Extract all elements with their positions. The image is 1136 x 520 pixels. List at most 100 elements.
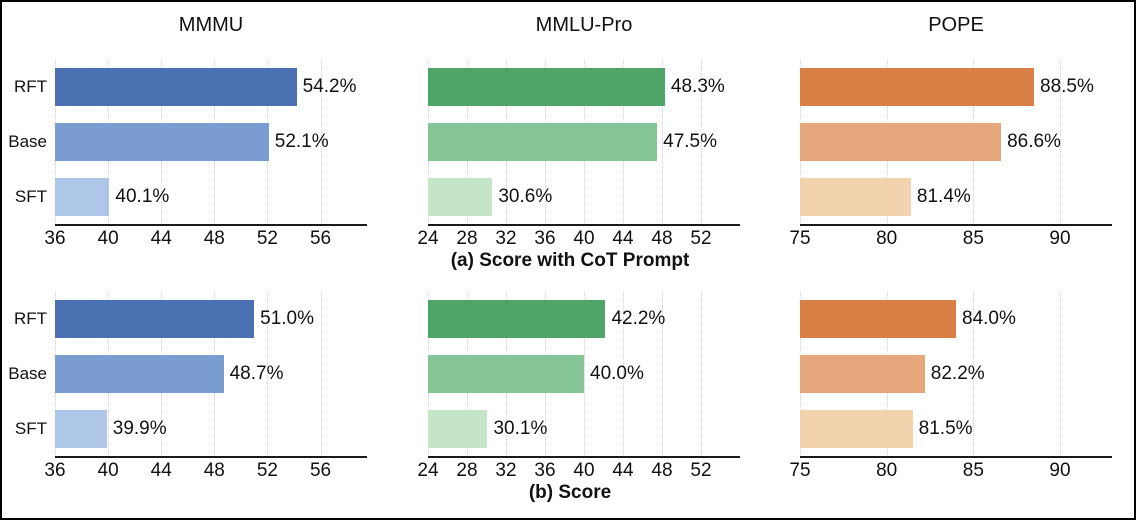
x-axis-line bbox=[55, 456, 367, 458]
x-tick-label: 40 bbox=[573, 460, 595, 481]
bar-pope-b-rft bbox=[800, 300, 956, 339]
gridline bbox=[701, 60, 702, 224]
category-label-rft: RFT bbox=[13, 309, 47, 329]
value-label-pope-a-rft: 88.5% bbox=[1040, 76, 1094, 98]
gridline bbox=[320, 60, 322, 224]
x-tick-label: 80 bbox=[876, 228, 898, 249]
x-tick-label: 36 bbox=[44, 460, 66, 481]
value-label-pope-b-rft: 84.0% bbox=[962, 308, 1016, 330]
x-tick-label: 24 bbox=[417, 460, 439, 481]
x-tick-label: 40 bbox=[97, 460, 119, 481]
bar-pope-a-base bbox=[800, 123, 1002, 161]
bar-mmlu-pro-a-sft bbox=[428, 177, 493, 216]
gridline bbox=[701, 292, 702, 456]
x-tick-label: 36 bbox=[534, 460, 556, 481]
x-tick-label: 90 bbox=[1049, 228, 1071, 249]
x-tick-label: 85 bbox=[962, 228, 984, 249]
caption-a: (a) Score with CoT Prompt bbox=[450, 250, 690, 271]
x-tick-label: 52 bbox=[690, 228, 712, 249]
gridline bbox=[623, 292, 624, 456]
x-tick-label: 75 bbox=[789, 228, 811, 249]
gridline bbox=[1060, 292, 1061, 456]
value-label-mmlu-pro-a-base: 47.5% bbox=[663, 131, 717, 152]
value-label-pope-b-sft: 81.5% bbox=[918, 417, 973, 439]
bar-mmlu-pro-b-rft bbox=[428, 300, 606, 339]
x-tick-label: 44 bbox=[150, 460, 172, 481]
x-tick-label: 24 bbox=[417, 228, 439, 249]
x-tick-label: 56 bbox=[309, 460, 332, 481]
x-tick-label: 28 bbox=[456, 460, 478, 481]
category-label-rft: RFT bbox=[13, 77, 47, 97]
x-axis-line bbox=[428, 456, 740, 458]
bar-mmmu-b-rft bbox=[55, 300, 255, 339]
x-tick-label: 48 bbox=[203, 460, 225, 481]
bar-pope-a-sft bbox=[800, 177, 911, 216]
category-label-sft: SFT bbox=[14, 418, 47, 438]
category-label-sft: SFT bbox=[14, 186, 47, 206]
x-tick-label: 52 bbox=[256, 228, 278, 249]
x-tick-label: 36 bbox=[44, 228, 66, 249]
x-tick-label: 44 bbox=[612, 460, 634, 481]
category-label-base: Base bbox=[8, 364, 47, 383]
x-tick-label: 40 bbox=[97, 228, 119, 249]
value-label-mmmu-a-rft: 54.2% bbox=[302, 76, 357, 98]
value-label-mmmu-b-base: 48.7% bbox=[229, 363, 284, 384]
chart-title-mmlu-pro: MMLU-Pro bbox=[535, 14, 633, 36]
bar-mmlu-pro-b-base bbox=[428, 355, 584, 393]
value-label-mmlu-pro-a-rft: 48.3% bbox=[670, 76, 725, 98]
x-tick-label: 44 bbox=[150, 228, 172, 249]
x-tick-label: 90 bbox=[1049, 460, 1071, 481]
bar-mmmu-b-sft bbox=[55, 409, 107, 448]
x-tick-label: 75 bbox=[789, 460, 811, 481]
value-label-pope-a-sft: 81.4% bbox=[916, 185, 971, 207]
gridline bbox=[584, 292, 585, 456]
x-tick-label: 40 bbox=[573, 228, 595, 249]
value-label-pope-a-base: 86.6% bbox=[1007, 131, 1061, 152]
x-tick-label: 48 bbox=[651, 460, 673, 481]
x-tick-label: 80 bbox=[876, 460, 898, 481]
category-label-base: Base bbox=[8, 132, 47, 151]
gridline bbox=[267, 292, 269, 456]
gridline bbox=[1060, 60, 1061, 224]
bar-mmmu-a-sft bbox=[55, 177, 110, 216]
x-axis-line bbox=[800, 224, 1112, 226]
x-tick-label: 32 bbox=[495, 228, 517, 249]
value-label-mmlu-pro-a-sft: 30.6% bbox=[498, 185, 553, 207]
value-label-mmmu-a-base: 52.1% bbox=[274, 131, 329, 152]
value-label-mmlu-pro-b-rft: 42.2% bbox=[611, 308, 666, 330]
x-tick-label: 56 bbox=[309, 228, 332, 249]
x-axis-line bbox=[55, 224, 367, 226]
bar-mmlu-pro-a-rft bbox=[428, 68, 665, 107]
chart-title-pope: POPE bbox=[928, 14, 984, 36]
x-tick-label: 44 bbox=[612, 228, 634, 249]
x-tick-label: 28 bbox=[456, 228, 478, 249]
gridline bbox=[662, 60, 663, 224]
value-label-mmmu-b-rft: 51.0% bbox=[260, 308, 315, 330]
value-label-mmmu-a-sft: 40.1% bbox=[115, 185, 170, 207]
bar-mmmu-b-base bbox=[55, 355, 224, 393]
value-label-mmlu-pro-b-sft: 30.1% bbox=[493, 417, 548, 439]
bar-mmmu-a-rft bbox=[55, 68, 297, 107]
bar-mmlu-pro-b-sft bbox=[428, 409, 488, 448]
bar-pope-a-rft bbox=[800, 68, 1034, 107]
x-axis-line bbox=[428, 224, 740, 226]
value-label-mmmu-b-sft: 39.9% bbox=[112, 417, 167, 439]
value-label-mmlu-pro-b-base: 40.0% bbox=[590, 363, 644, 384]
x-tick-label: 36 bbox=[534, 228, 556, 249]
x-tick-label: 52 bbox=[690, 460, 712, 481]
value-label-pope-b-base: 82.2% bbox=[930, 363, 985, 384]
x-tick-label: 85 bbox=[962, 460, 984, 481]
bar-pope-b-sft bbox=[800, 409, 913, 448]
x-tick-label: 52 bbox=[256, 460, 278, 481]
gridline bbox=[662, 292, 663, 456]
bar-pope-b-base bbox=[800, 355, 925, 393]
bar-mmmu-a-base bbox=[55, 123, 269, 161]
bar-mmlu-pro-a-base bbox=[428, 123, 658, 161]
x-tick-label: 32 bbox=[495, 460, 517, 481]
gridline bbox=[973, 292, 975, 456]
caption-b: (b) Score bbox=[528, 482, 612, 503]
chart-title-mmmu: MMMU bbox=[178, 14, 244, 36]
x-axis-line bbox=[800, 456, 1112, 458]
x-tick-label: 48 bbox=[203, 228, 225, 249]
